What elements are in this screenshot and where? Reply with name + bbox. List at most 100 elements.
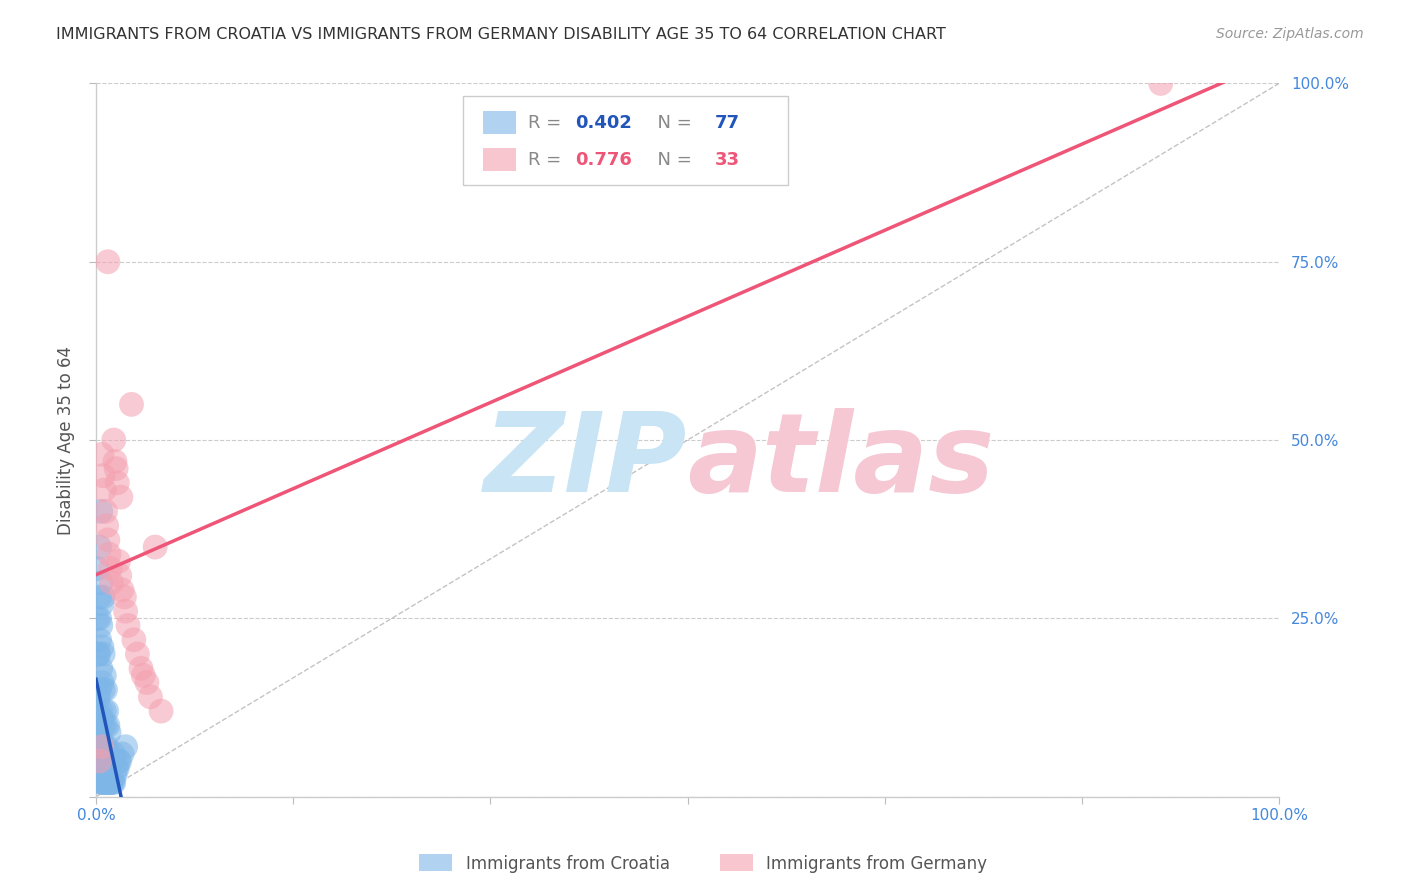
Point bbox=[135, 675, 157, 690]
Point bbox=[100, 775, 122, 789]
Point bbox=[87, 725, 110, 739]
Point bbox=[150, 704, 173, 718]
Point bbox=[94, 747, 117, 761]
Point bbox=[89, 754, 111, 768]
Point bbox=[89, 540, 111, 554]
Point bbox=[104, 768, 127, 782]
Y-axis label: Disability Age 35 to 64: Disability Age 35 to 64 bbox=[58, 345, 75, 534]
Point bbox=[101, 754, 124, 768]
Point bbox=[98, 547, 121, 561]
Point bbox=[94, 682, 117, 697]
Point bbox=[129, 661, 152, 675]
Point bbox=[127, 647, 149, 661]
Point bbox=[90, 597, 112, 611]
Point bbox=[114, 739, 136, 754]
Text: atlas: atlas bbox=[688, 408, 995, 515]
Point bbox=[114, 604, 136, 618]
Point bbox=[143, 540, 166, 554]
Point bbox=[108, 754, 131, 768]
Point bbox=[100, 575, 122, 590]
Text: Source: ZipAtlas.com: Source: ZipAtlas.com bbox=[1216, 27, 1364, 41]
Point bbox=[121, 397, 143, 411]
Point bbox=[93, 775, 115, 789]
Point bbox=[90, 754, 112, 768]
Point bbox=[90, 575, 112, 590]
Point bbox=[97, 533, 120, 547]
Point bbox=[96, 704, 118, 718]
Point bbox=[97, 747, 120, 761]
Point bbox=[93, 761, 115, 775]
Point bbox=[97, 775, 120, 789]
Text: 0.776: 0.776 bbox=[575, 151, 633, 169]
Point bbox=[91, 775, 114, 789]
Point bbox=[107, 554, 129, 568]
Point bbox=[103, 775, 125, 789]
Point bbox=[87, 761, 110, 775]
Point bbox=[98, 754, 121, 768]
Point bbox=[94, 775, 117, 789]
Point bbox=[139, 690, 162, 704]
Point bbox=[90, 447, 112, 461]
Point bbox=[86, 732, 108, 747]
Point bbox=[108, 568, 131, 582]
Point bbox=[87, 690, 110, 704]
Point bbox=[96, 775, 118, 789]
Point bbox=[97, 254, 120, 268]
Point bbox=[96, 761, 118, 775]
Point bbox=[97, 761, 120, 775]
Point bbox=[90, 504, 112, 518]
Bar bbox=[482, 148, 516, 171]
Point bbox=[86, 611, 108, 625]
Point bbox=[86, 561, 108, 575]
Point bbox=[90, 732, 112, 747]
Point bbox=[100, 754, 122, 768]
Text: 77: 77 bbox=[714, 113, 740, 132]
Point bbox=[112, 590, 135, 604]
Point bbox=[90, 739, 112, 754]
Point bbox=[97, 718, 120, 732]
Point bbox=[103, 747, 125, 761]
Point bbox=[93, 483, 115, 497]
Point bbox=[110, 490, 132, 504]
Point bbox=[105, 761, 128, 775]
Bar bbox=[482, 112, 516, 134]
Point bbox=[90, 711, 112, 725]
Text: R =: R = bbox=[527, 151, 572, 169]
Point bbox=[90, 739, 112, 754]
Point bbox=[117, 618, 139, 632]
Point bbox=[87, 747, 110, 761]
Point bbox=[94, 718, 117, 732]
Point bbox=[90, 761, 112, 775]
Point bbox=[86, 704, 108, 718]
Point bbox=[89, 590, 111, 604]
Point bbox=[91, 468, 114, 483]
Point bbox=[96, 518, 118, 533]
Point bbox=[91, 682, 114, 697]
Point bbox=[94, 504, 117, 518]
Point bbox=[91, 761, 114, 775]
Point bbox=[89, 632, 111, 647]
Point bbox=[86, 754, 108, 768]
Point bbox=[90, 661, 112, 675]
Point bbox=[111, 747, 134, 761]
Point bbox=[98, 775, 121, 789]
Text: ZIP: ZIP bbox=[484, 408, 688, 515]
Point bbox=[132, 668, 155, 682]
Point bbox=[90, 775, 112, 789]
Text: R =: R = bbox=[527, 113, 572, 132]
Point bbox=[90, 704, 112, 718]
Point bbox=[105, 475, 128, 490]
Point bbox=[98, 775, 121, 789]
FancyBboxPatch shape bbox=[463, 95, 789, 185]
Point bbox=[105, 761, 128, 775]
Point bbox=[89, 718, 111, 732]
Point bbox=[111, 582, 134, 597]
Text: IMMIGRANTS FROM CROATIA VS IMMIGRANTS FROM GERMANY DISABILITY AGE 35 TO 64 CORRE: IMMIGRANTS FROM CROATIA VS IMMIGRANTS FR… bbox=[56, 27, 946, 42]
Text: N =: N = bbox=[647, 151, 697, 169]
Point bbox=[101, 775, 124, 789]
Point bbox=[93, 668, 115, 682]
Point bbox=[93, 704, 115, 718]
Text: 0.402: 0.402 bbox=[575, 113, 633, 132]
Text: N =: N = bbox=[647, 113, 697, 132]
Point bbox=[89, 768, 111, 782]
